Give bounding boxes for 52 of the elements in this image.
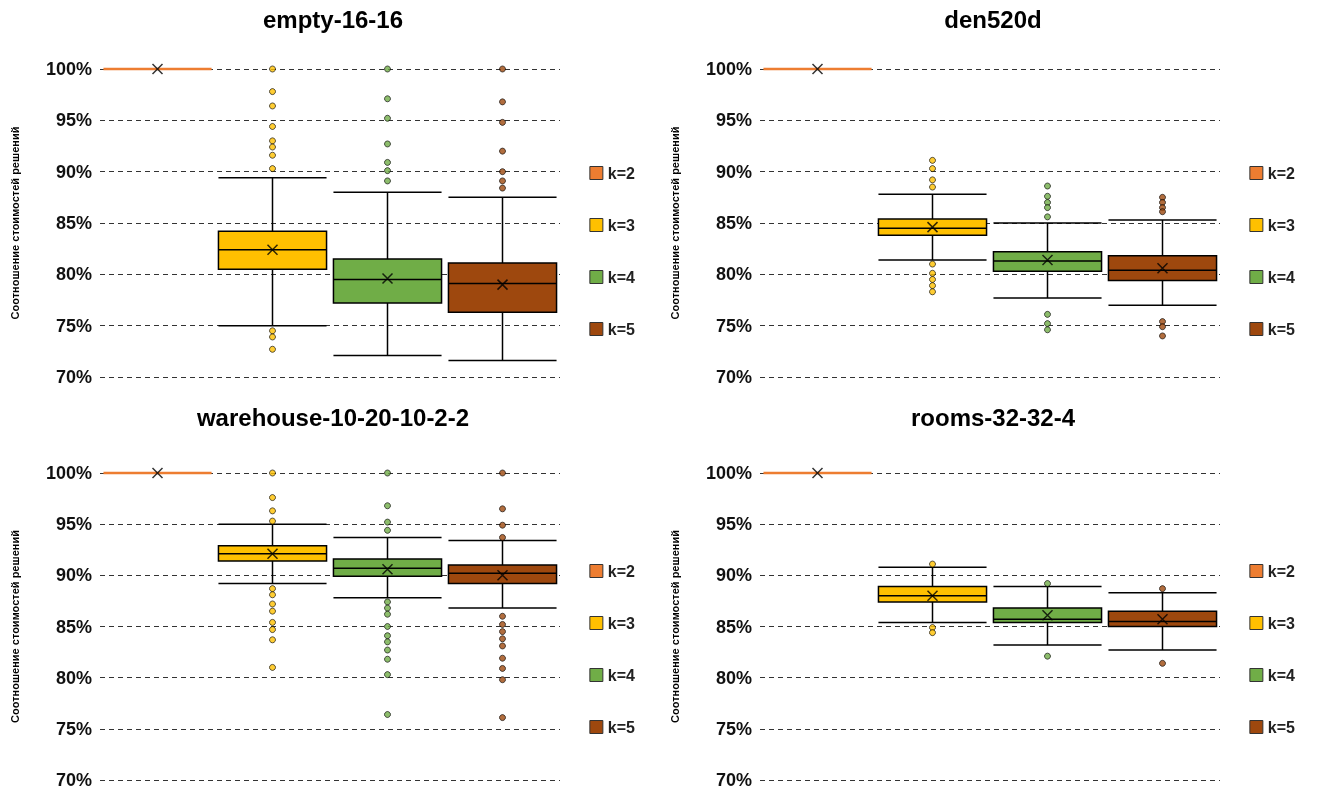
- legend-label: k=2: [1267, 562, 1296, 580]
- y-tick-label: 70%: [55, 770, 92, 789]
- legend-label: k=3: [607, 614, 636, 632]
- y-tick-label: 80%: [55, 667, 92, 688]
- legend-label: k=3: [1267, 216, 1296, 234]
- y-tick-label: 100%: [45, 463, 92, 483]
- y-tick-label: 85%: [715, 616, 752, 637]
- y-tick-label: 80%: [55, 264, 92, 285]
- y-tick-label: 95%: [55, 110, 92, 131]
- legend-label: k=5: [607, 320, 636, 338]
- legend-label: k=5: [1267, 320, 1296, 338]
- legend-label: k=2: [1267, 164, 1296, 182]
- legend-label: k=4: [1267, 268, 1296, 286]
- y-tick-label: 90%: [55, 161, 92, 182]
- y-tick-label: 75%: [715, 315, 752, 336]
- y-tick-label: 95%: [715, 110, 752, 131]
- y-tick-label: 70%: [715, 367, 752, 387]
- chart-title: warehouse-10-20-10-2-2: [195, 403, 470, 431]
- y-axis-title: Соотношение стоимостей решений: [668, 126, 681, 320]
- y-tick-label: 75%: [715, 718, 752, 739]
- y-tick-label: 80%: [715, 264, 752, 285]
- legend-label: k=3: [1267, 614, 1296, 632]
- y-axis-title: Соотношение стоимостей решений: [668, 530, 681, 723]
- legend-label: k=5: [607, 718, 636, 736]
- legend-label: k=4: [607, 268, 636, 286]
- legend-label: k=5: [1267, 718, 1296, 736]
- chart-title: empty-16-16: [262, 5, 404, 33]
- y-axis-title: Соотношение стоимостей решений: [8, 530, 21, 723]
- legend-label: k=3: [607, 216, 636, 234]
- y-tick-label: 70%: [55, 367, 92, 387]
- y-tick-label: 90%: [715, 161, 752, 182]
- y-tick-label: 100%: [705, 59, 752, 79]
- y-tick-label: 85%: [715, 213, 752, 233]
- chart-title: rooms-32-32-4: [910, 403, 1076, 431]
- legend-label: k=2: [607, 562, 636, 580]
- y-tick-label: 70%: [715, 770, 752, 789]
- y-tick-label: 90%: [55, 565, 92, 586]
- y-tick-label: 100%: [705, 463, 752, 483]
- chart-title: den520d: [944, 5, 1042, 33]
- y-tick-label: 90%: [715, 565, 752, 586]
- y-axis-title: Соотношение стоимостей решений: [8, 126, 21, 320]
- y-tick-label: 100%: [45, 59, 92, 79]
- y-tick-label: 85%: [55, 616, 92, 637]
- y-tick-label: 75%: [55, 718, 92, 739]
- y-tick-label: 85%: [55, 213, 92, 233]
- y-tick-label: 80%: [715, 667, 752, 688]
- legend-label: k=4: [607, 666, 636, 684]
- legend-label: k=4: [1267, 666, 1296, 684]
- y-tick-label: 75%: [55, 315, 92, 336]
- legend-label: k=2: [607, 164, 636, 182]
- y-tick-label: 95%: [715, 514, 752, 535]
- y-tick-label: 95%: [55, 514, 92, 535]
